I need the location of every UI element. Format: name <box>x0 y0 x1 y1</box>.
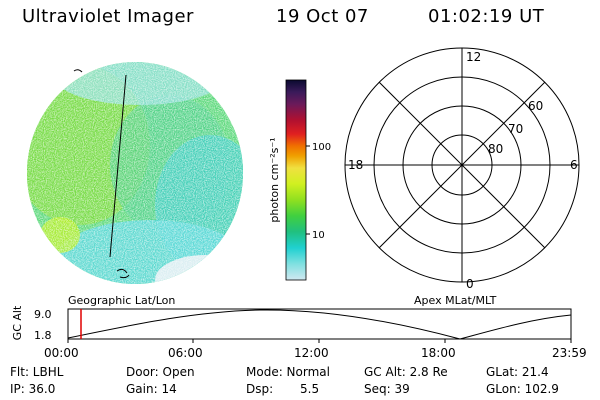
mode-status: Mode: Normal <box>246 365 330 379</box>
apex-label: Apex MLat/MLT <box>414 294 497 307</box>
x-tick-2359: 23:59 <box>552 346 587 360</box>
orbit-timeline: Geographic Lat/Lon Apex MLat/MLT GC Alt … <box>11 294 587 360</box>
image-date: 19 Oct 07 <box>276 6 369 27</box>
y-tick-low: 1.8 <box>34 329 52 342</box>
mlt-label-6: 6 <box>570 158 578 172</box>
uv-earth-image <box>27 62 243 284</box>
polar-grid: 12 18 6 0 60 70 80 <box>344 47 580 290</box>
x-tick-1200: 12:00 <box>294 346 329 360</box>
lat-label-70: 70 <box>508 122 523 136</box>
dsp-value: 5.5 <box>300 382 320 396</box>
lat-label-60: 60 <box>528 99 543 113</box>
mlt-label-0: 0 <box>466 277 474 290</box>
glat-status: GLat: 21.4 <box>486 365 549 379</box>
x-tick-0000: 00:00 <box>44 346 79 360</box>
geographic-label: Geographic Lat/Lon <box>68 294 175 307</box>
filter-status: Flt: LBHL <box>10 365 64 379</box>
gain-status: Gain: 14 <box>126 382 177 396</box>
y-tick-high: 9.0 <box>34 308 52 321</box>
dsp-label: Dsp: <box>246 382 274 396</box>
altitude-curve <box>67 309 572 340</box>
mlt-label-12: 12 <box>466 50 481 64</box>
colorbar-unit-label: photon cm⁻²s⁻¹ <box>268 137 281 222</box>
colorbar-tick-100: 100 <box>312 142 331 153</box>
instrument-title: Ultraviolet Imager <box>22 6 194 27</box>
intensity-colorbar: 100 10 photon cm⁻²s⁻¹ <box>268 79 331 281</box>
colorbar-scale <box>285 79 307 281</box>
mlt-label-18: 18 <box>348 158 363 172</box>
gc-alt-status: GC Alt: 2.8 Re <box>364 365 448 379</box>
colorbar-tick-10: 10 <box>312 230 325 241</box>
x-tick-1800: 18:00 <box>421 346 456 360</box>
timeline-frame <box>67 308 572 340</box>
door-status: Door: Open <box>126 365 195 379</box>
glon-status: GLon: 102.9 <box>486 382 559 396</box>
gc-alt-axis-title: GC Alt <box>11 305 24 340</box>
lat-label-80: 80 <box>488 142 503 156</box>
x-tick-0600: 06:00 <box>168 346 203 360</box>
seq-status: Seq: 39 <box>364 382 410 396</box>
image-time: 01:02:19 UT <box>428 6 545 27</box>
ip-status: IP: 36.0 <box>10 382 56 396</box>
